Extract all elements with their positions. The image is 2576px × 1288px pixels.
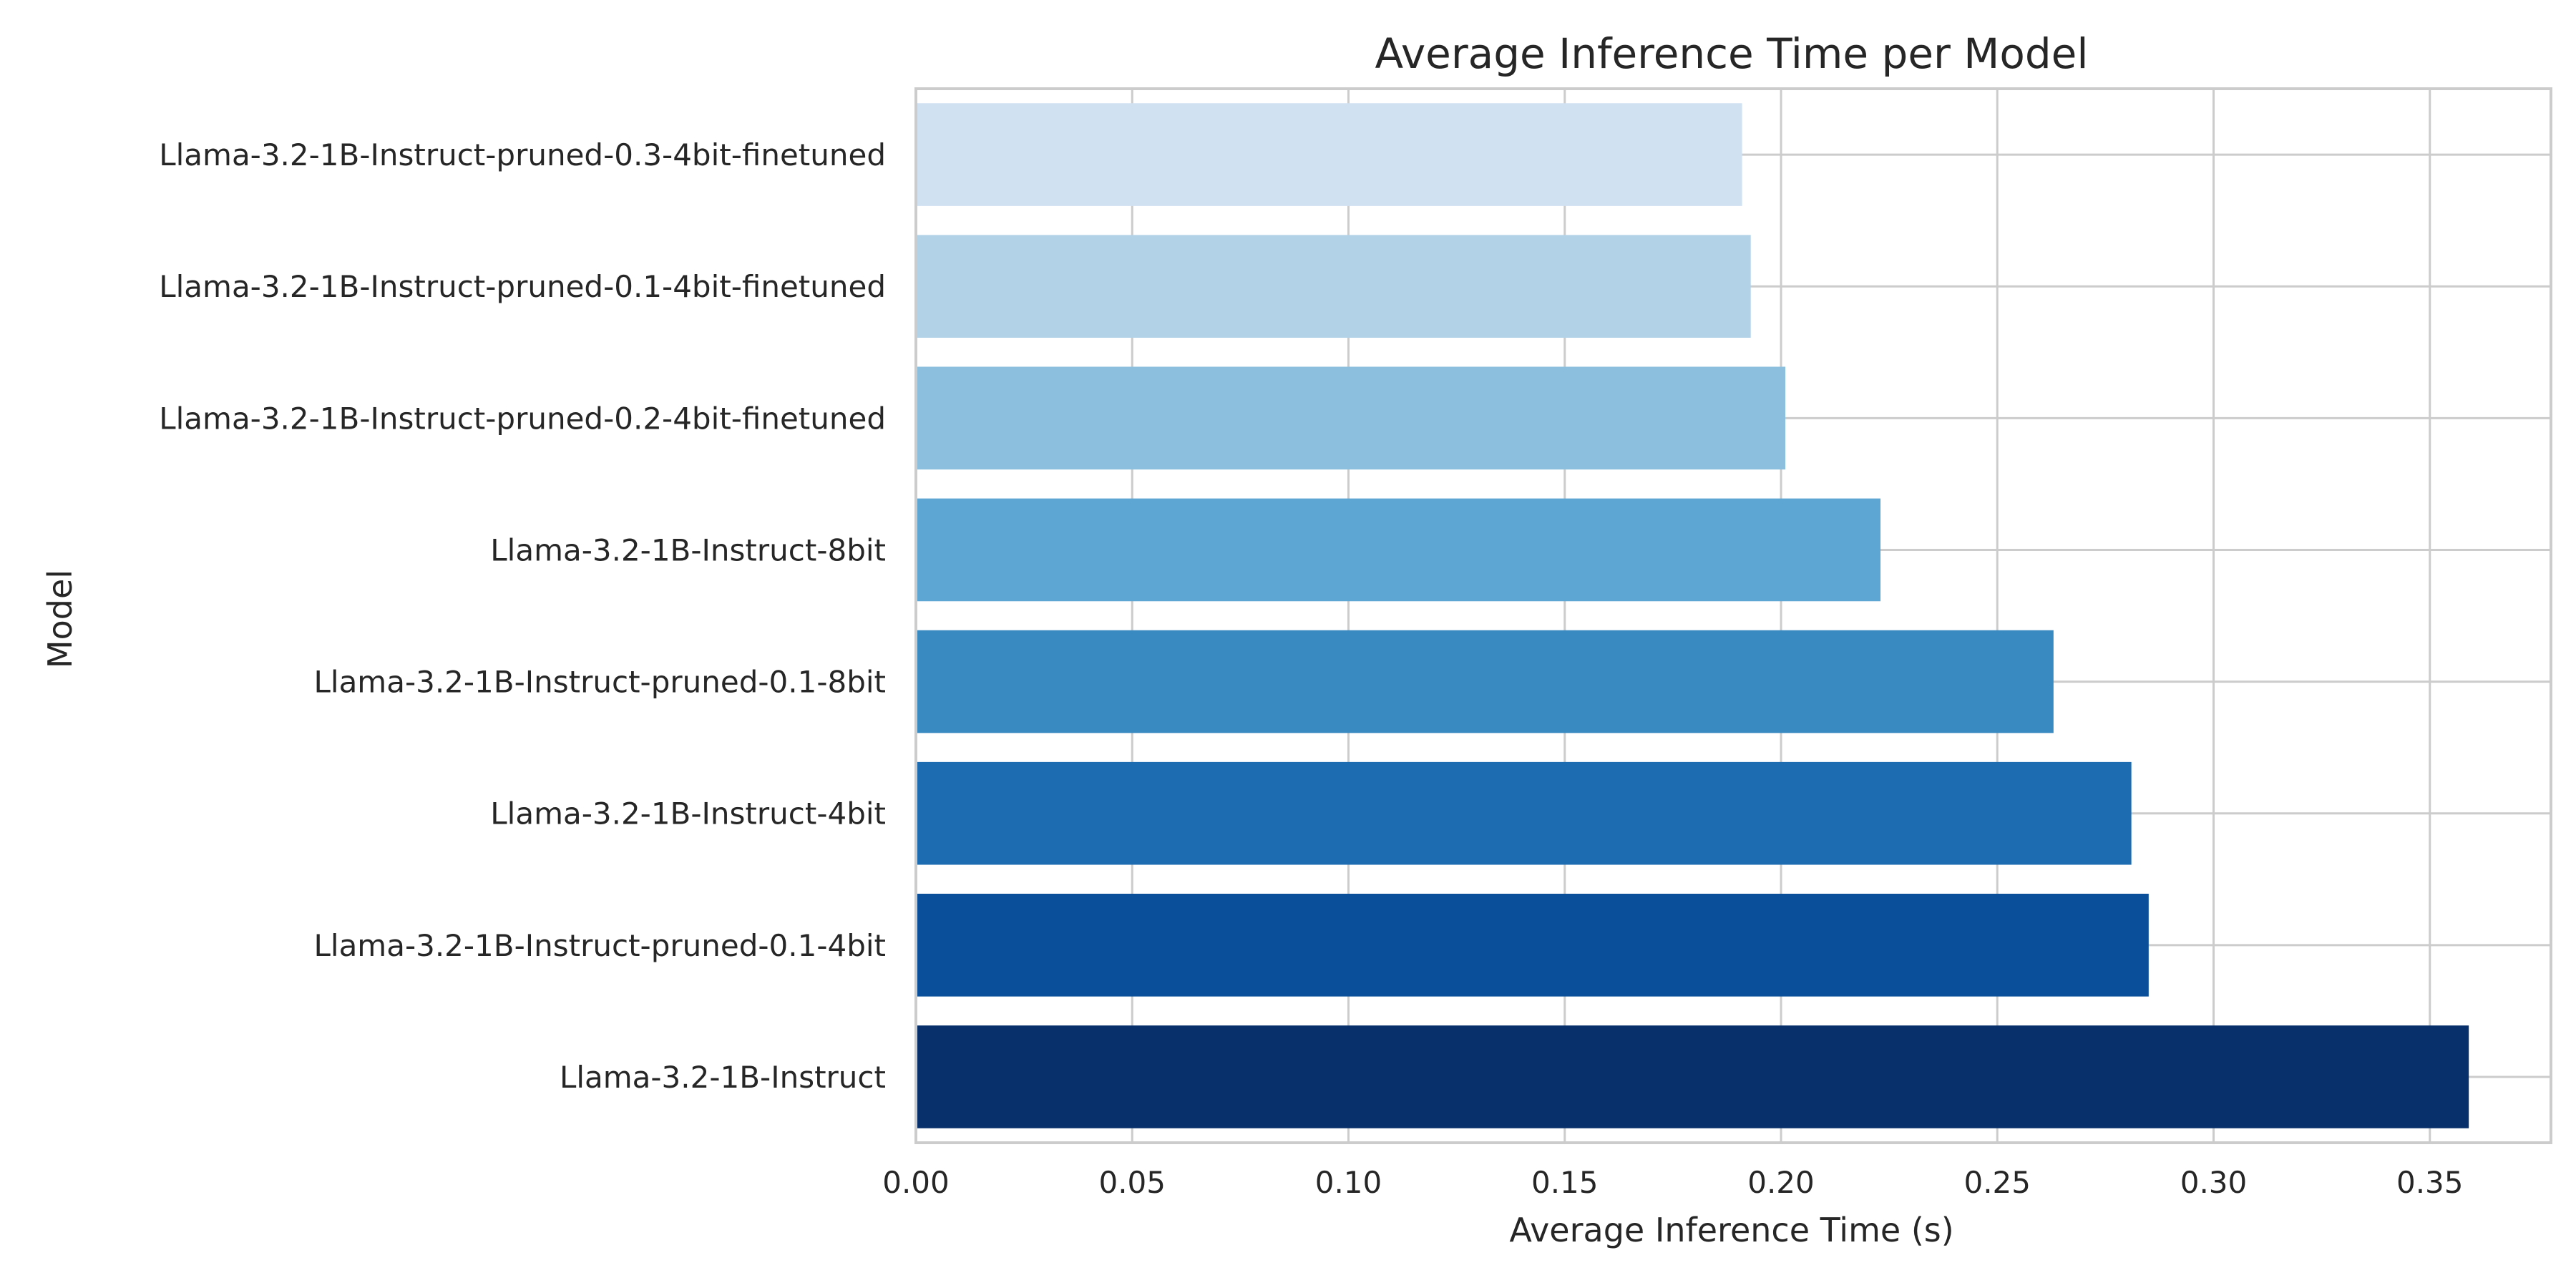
y-tick-label: Llama-3.2-1B-Instruct-4bit	[490, 796, 886, 831]
x-tick-label: 0.25	[1963, 1165, 2031, 1200]
x-tick-label: 0.05	[1098, 1165, 1166, 1200]
x-tick-label: 0.00	[882, 1165, 950, 1200]
y-tick-label: Llama-3.2-1B-Instruct-8bit	[490, 532, 886, 567]
bar	[917, 630, 2054, 733]
y-tick-label: Llama-3.2-1B-Instruct-pruned-0.1-4bit-fi…	[159, 269, 886, 304]
x-tick-label: 0.30	[2180, 1165, 2248, 1200]
y-tick-label: Llama-3.2-1B-Instruct-pruned-0.1-4bit	[314, 928, 887, 963]
x-tick-labels: 0.00 0.05 0.10 0.15 0.20 0.25 0.30 0.35	[882, 1165, 2463, 1200]
bar	[917, 761, 2132, 865]
x-axis-label: Average Inference Time (s)	[1509, 1211, 1953, 1249]
bar	[917, 103, 1742, 206]
y-tick-label: Llama-3.2-1B-Instruct	[560, 1060, 886, 1095]
chart-title: Average Inference Time per Model	[1375, 29, 2089, 78]
y-tick-label: Llama-3.2-1B-Instruct-pruned-0.3-4bit-fi…	[159, 137, 886, 172]
bar	[917, 1025, 2469, 1128]
y-tick-label: Llama-3.2-1B-Instruct-pruned-0.2-4bit-fi…	[159, 401, 886, 436]
x-tick-label: 0.10	[1315, 1165, 1382, 1200]
y-tick-label: Llama-3.2-1B-Instruct-pruned-0.1-8bit	[314, 665, 887, 700]
plot-frame	[914, 87, 2552, 1144]
bars-layer	[917, 103, 2469, 1128]
x-tick-label: 0.15	[1531, 1165, 1599, 1200]
bar	[917, 498, 1881, 602]
y-tick-labels: Llama-3.2-1B-Instruct-pruned-0.3-4bit-fi…	[159, 137, 886, 1095]
bar	[917, 366, 1786, 470]
bar	[917, 235, 1751, 338]
x-tick-label: 0.20	[1747, 1165, 1815, 1200]
bar	[917, 894, 2149, 997]
x-tick-label: 0.35	[2396, 1165, 2464, 1200]
y-axis-label: Model	[41, 570, 79, 668]
